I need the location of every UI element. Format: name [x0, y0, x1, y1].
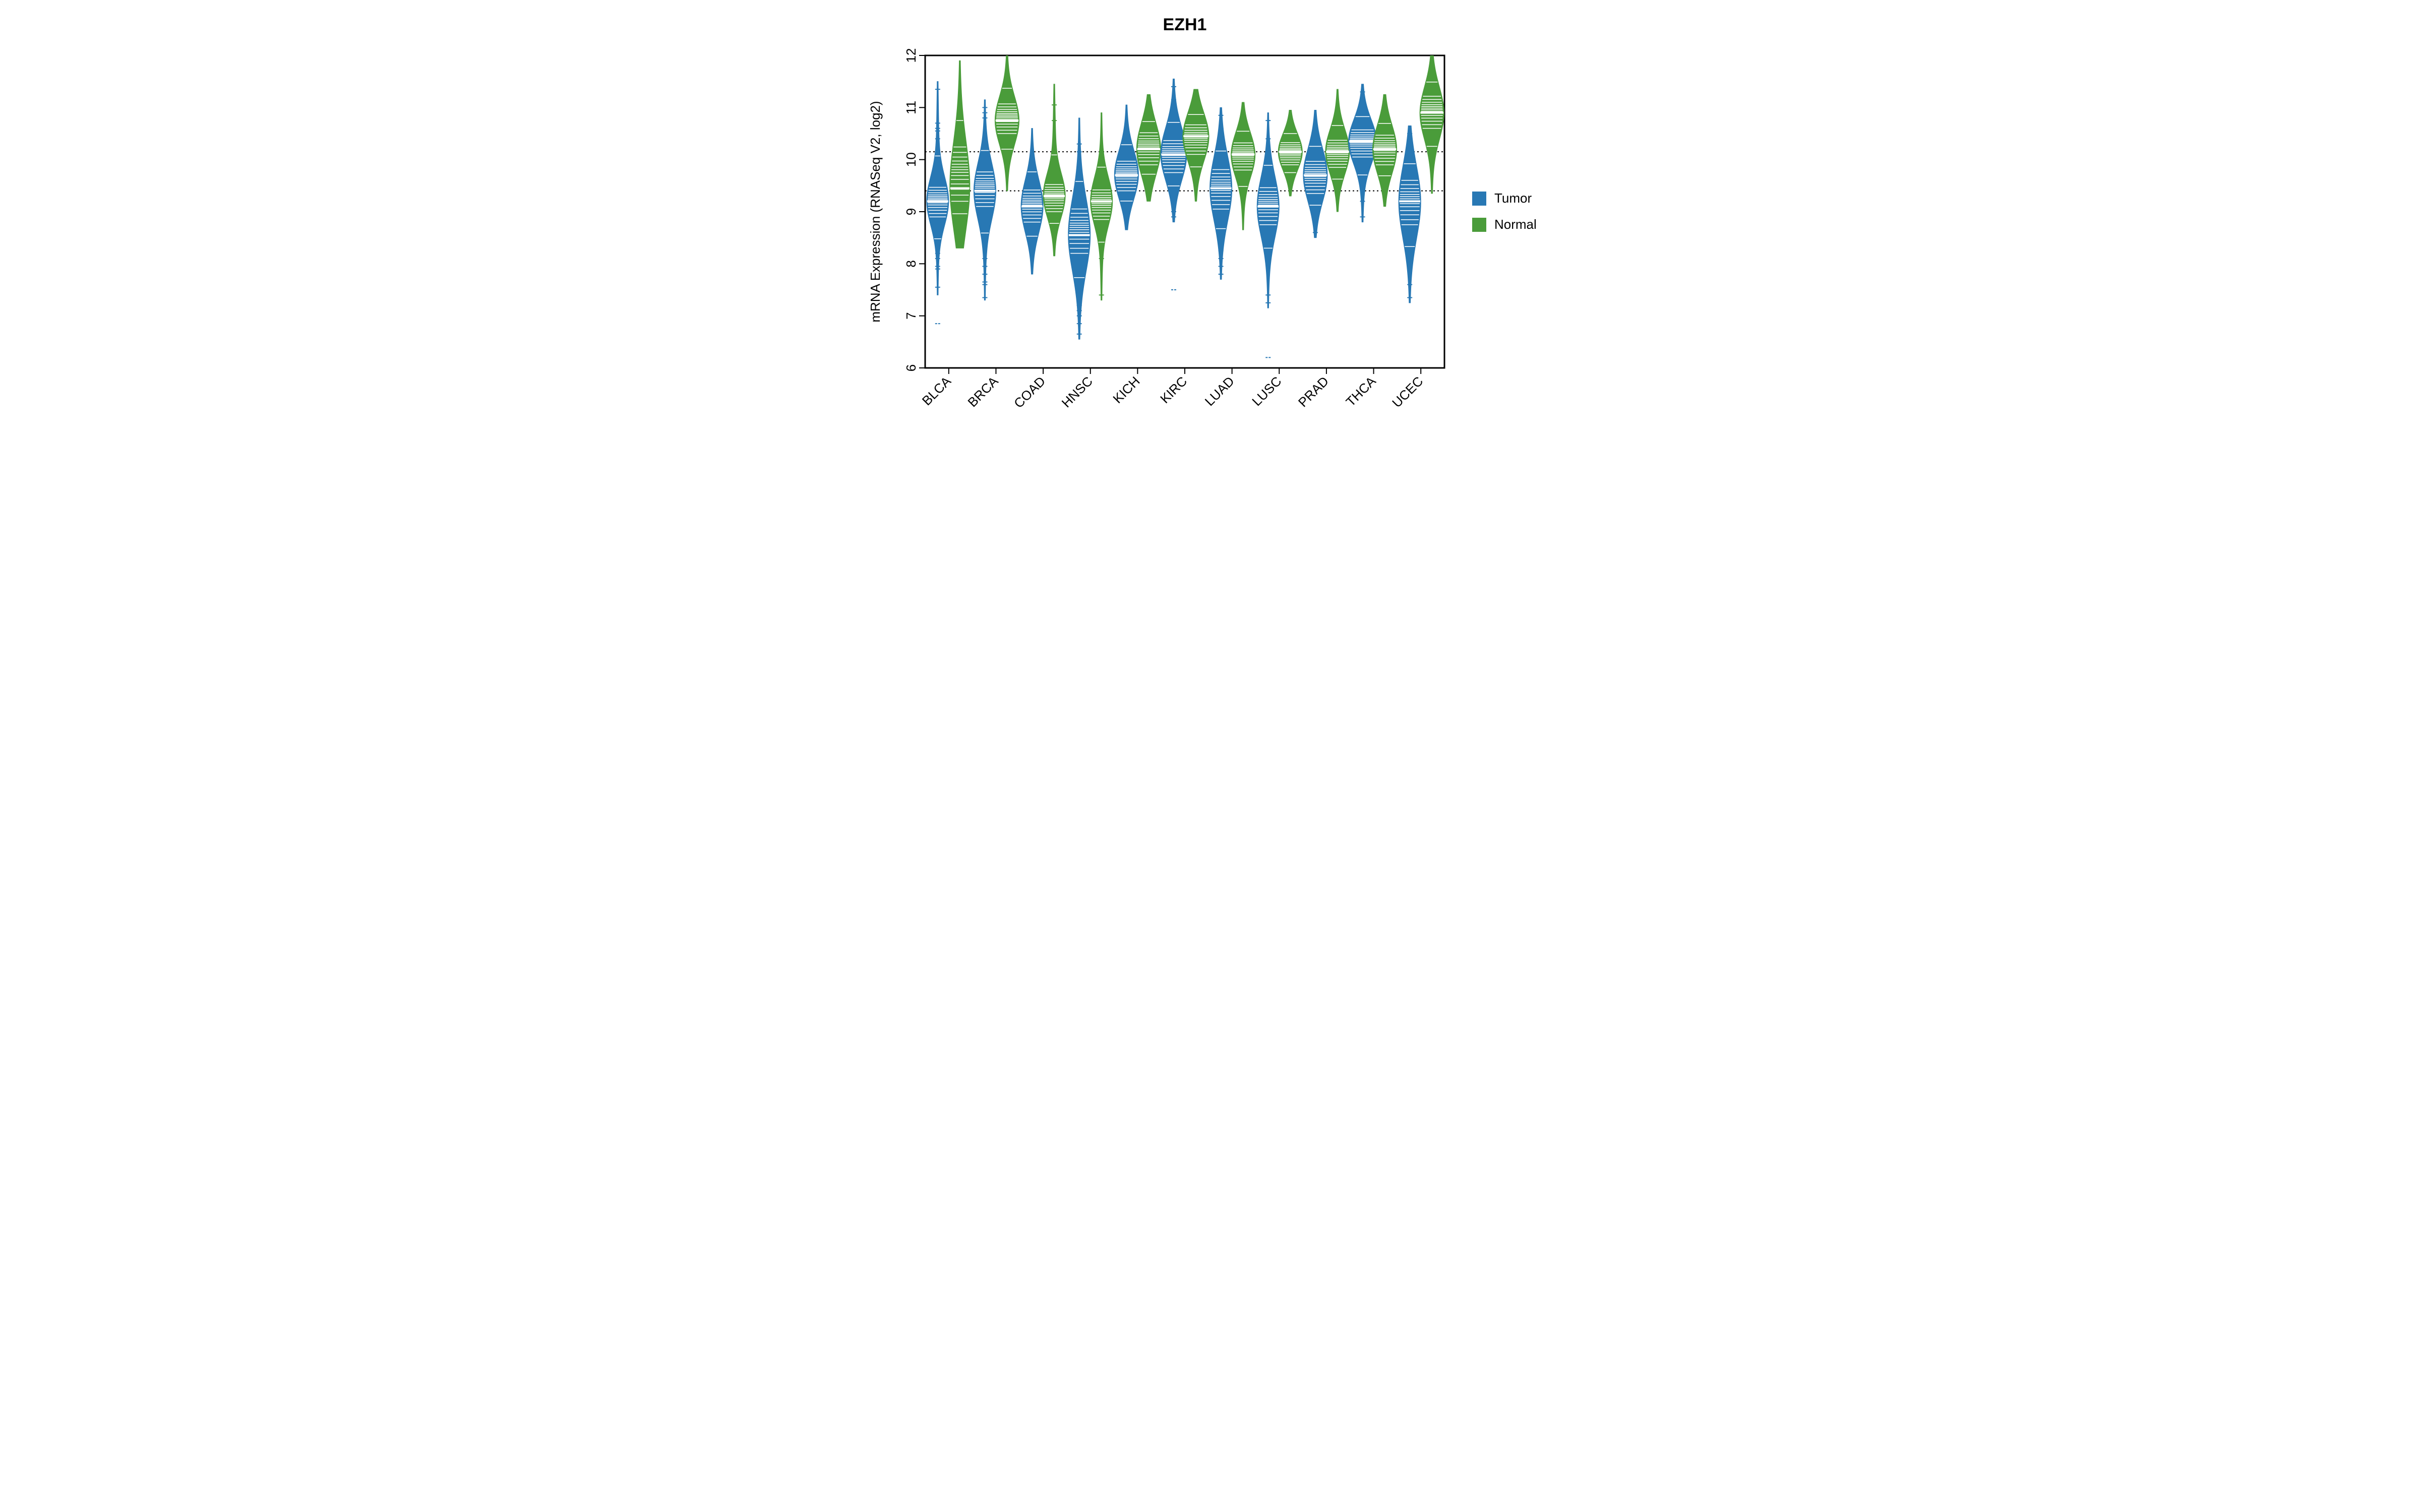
x-tick-label: PRAD [1295, 373, 1332, 410]
violin-COAD-normal [1043, 84, 1065, 256]
violin-KICH-tumor [1114, 105, 1138, 230]
legend-swatch-tumor [1472, 192, 1486, 206]
x-tick-label: THCA [1343, 373, 1379, 410]
beanplot-chart: EZH1 6 7 8 9 10 11 12 mRNA Expression (RNASeq V2… [837, 0, 1583, 466]
violin-HNSC-normal [1091, 113, 1113, 300]
violin-COAD-tumor [1021, 129, 1043, 274]
violin-UCEC-tumor [1399, 126, 1421, 303]
violin-BLCA-tumor [927, 82, 949, 295]
y-tick-label: 7 [903, 312, 919, 319]
legend-label-tumor: Tumor [1494, 191, 1532, 206]
y-tick-label: 8 [903, 260, 919, 267]
violin-LUSC-tumor [1257, 113, 1279, 308]
x-tick-label: KICH [1110, 373, 1142, 406]
chart-title: EZH1 [1163, 15, 1207, 34]
x-tick-label: LUSC [1249, 373, 1284, 409]
x-tick-label: COAD [1011, 373, 1048, 411]
violin-BLCA-normal [950, 60, 970, 248]
legend-label-normal: Normal [1494, 217, 1537, 232]
violin-BRCA-tumor [974, 100, 996, 300]
x-tick-label: HNSC [1059, 373, 1096, 410]
x-tick-label: BRCA [964, 373, 1001, 410]
x-tick-label: KIRC [1157, 373, 1190, 406]
y-tick-label: 11 [903, 101, 919, 114]
y-tick-label: 6 [903, 364, 919, 371]
y-axis-title: mRNA Expression (RNASeq V2, log2) [868, 101, 883, 322]
x-tick-label: LUAD [1202, 373, 1237, 409]
violin-PRAD-tumor [1303, 110, 1327, 238]
x-tick-label: BLCA [919, 373, 954, 409]
y-tick-label: 10 [903, 152, 919, 167]
legend-swatch-normal [1472, 218, 1486, 232]
y-tick-label: 9 [903, 208, 919, 215]
violin-HNSC-tumor [1068, 118, 1091, 339]
y-tick-label: 12 [903, 48, 919, 63]
chart-container: EZH1 6 7 8 9 10 11 12 mRNA Expression (RNASeq V2… [837, 0, 1583, 466]
violins-group [927, 48, 1444, 358]
violin-UCEC-normal [1420, 48, 1444, 194]
violin-LUAD-normal [1231, 102, 1255, 230]
violin-THCA-tumor [1349, 84, 1377, 222]
x-tick-label: UCEC [1389, 373, 1426, 410]
